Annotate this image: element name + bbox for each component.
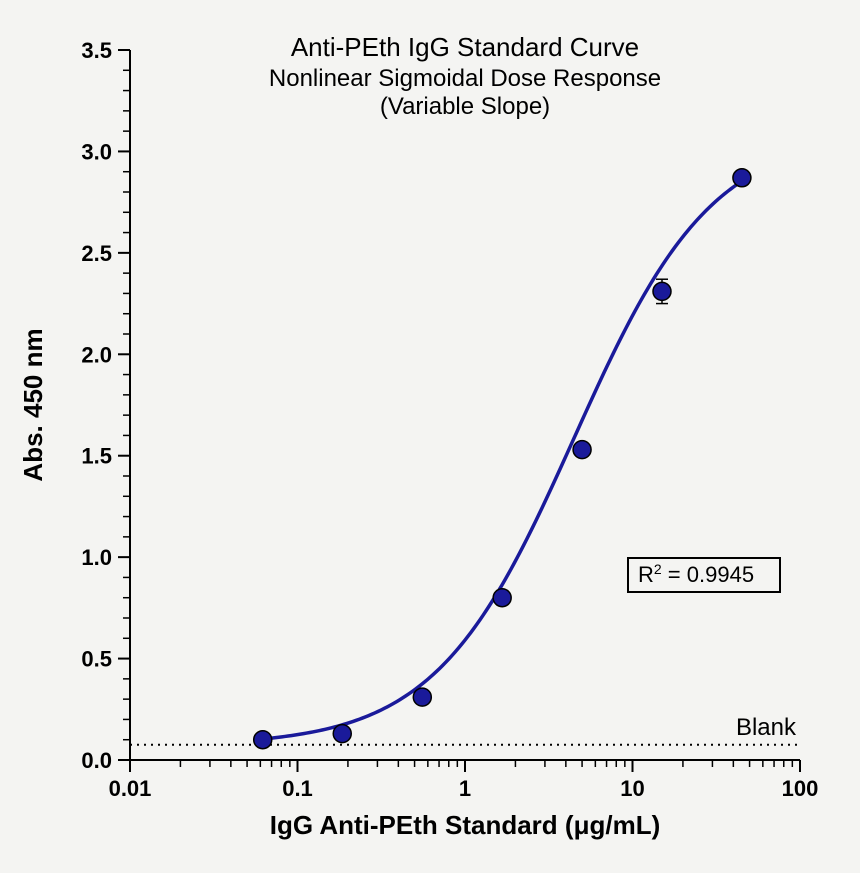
x-tick-label: 100 <box>782 776 819 801</box>
chart-title-line1: Anti-PEth IgG Standard Curve <box>291 32 639 62</box>
chart-title-line2: Nonlinear Sigmoidal Dose Response <box>269 65 661 92</box>
data-point <box>493 589 511 607</box>
data-point <box>573 441 591 459</box>
data-point <box>653 282 671 300</box>
y-tick-label: 1.0 <box>81 545 112 570</box>
blank-label: Blank <box>736 714 797 741</box>
y-axis-label: Abs. 450 nm <box>18 328 48 481</box>
x-axis-label: IgG Anti-PEth Standard (μg/mL) <box>270 810 661 840</box>
x-tick-label: 0.01 <box>109 776 152 801</box>
data-point <box>733 169 751 187</box>
y-tick-label: 2.0 <box>81 342 112 367</box>
x-tick-label: 1 <box>459 776 471 801</box>
y-tick-label: 3.5 <box>81 38 112 63</box>
data-point <box>333 725 351 743</box>
y-tick-label: 0.0 <box>81 748 112 773</box>
data-point <box>413 688 431 706</box>
x-tick-label: 10 <box>620 776 644 801</box>
y-tick-label: 1.5 <box>81 444 112 469</box>
chart-svg: Anti-PEth IgG Standard Curve Nonlinear Si… <box>0 0 860 873</box>
y-tick-label: 2.5 <box>81 241 112 266</box>
y-tick-label: 0.5 <box>81 647 112 672</box>
chart-title-line3: (Variable Slope) <box>380 93 550 120</box>
chart-container: Anti-PEth IgG Standard Curve Nonlinear Si… <box>0 0 860 873</box>
data-point <box>254 731 272 749</box>
x-tick-label: 0.1 <box>282 776 313 801</box>
y-tick-label: 3.0 <box>81 139 112 164</box>
